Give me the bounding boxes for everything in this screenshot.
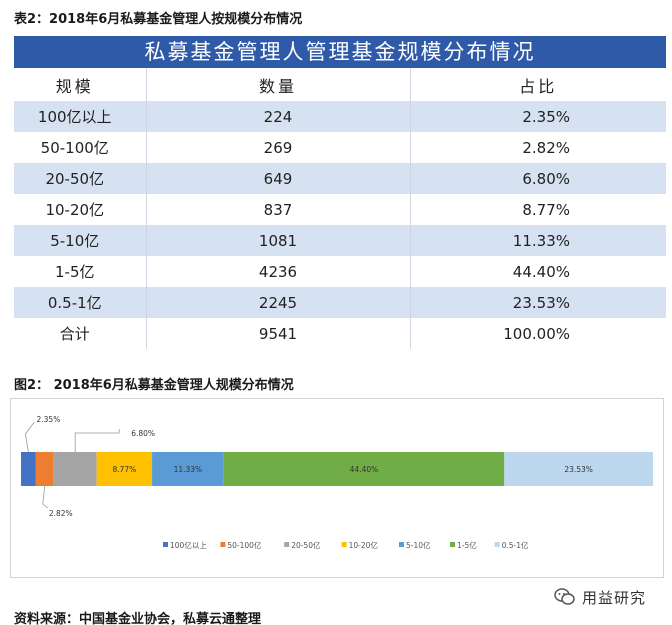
brand-name: 用益研究 — [582, 588, 647, 607]
data-label: 2.35% — [37, 415, 61, 424]
table-row: 10-20亿 837 8.77% — [14, 194, 666, 225]
table-caption: 表2：2018年6月私募基金管理人按规模分布情况 — [14, 12, 303, 27]
brand-watermark: 用益研究 — [554, 585, 666, 609]
source-note: 资料来源：中国基金业协会，私募云通整理 — [14, 612, 262, 625]
cell-share: 2.35% — [522, 107, 570, 126]
cell-scale: 1-5亿 — [55, 263, 95, 281]
data-label: 23.53% — [564, 465, 593, 474]
bar-segment — [53, 452, 97, 486]
legend-label: 1-5亿 — [457, 540, 477, 550]
cell-count: 1081 — [145, 225, 411, 256]
table-total-row: 合计 9541 100.00% — [14, 318, 666, 349]
table-row: 5-10亿 1081 11.33% — [14, 225, 666, 256]
data-label: 2.82% — [49, 509, 73, 518]
cell-scale: 20-50亿 — [45, 170, 105, 188]
leader-line — [74, 429, 120, 452]
data-label: 44.40% — [350, 465, 379, 474]
cell-scale: 50-100亿 — [40, 139, 109, 157]
bar-segment — [21, 452, 36, 486]
bar-segment — [96, 452, 153, 486]
header-count: 数量 — [145, 68, 411, 101]
cell-count: 9541 — [145, 318, 411, 349]
legend-label: 10-20亿 — [349, 540, 379, 550]
cell-count: 4236 — [145, 256, 411, 287]
cell-share: 2.82% — [522, 138, 570, 157]
cell-count: 649 — [145, 163, 411, 194]
legend-swatch — [494, 542, 500, 547]
cell-count: 837 — [145, 194, 411, 225]
bar-segment — [223, 452, 505, 486]
cell-count: 269 — [145, 132, 411, 163]
cell-share: 11.33% — [512, 231, 570, 250]
table-title: 私募基金管理人管理基金规模分布情况 — [14, 36, 666, 68]
data-label: 8.77% — [112, 465, 136, 474]
cell-count: 2245 — [145, 287, 411, 318]
legend-swatch — [341, 542, 347, 547]
legend-label: 20-50亿 — [291, 540, 321, 550]
cell-scale: 5-10亿 — [50, 232, 100, 250]
bar-segment — [152, 452, 224, 486]
legend-swatch — [399, 542, 404, 547]
cell-share: 23.53% — [512, 293, 570, 312]
cell-scale: 0.5-1亿 — [47, 294, 102, 312]
legend-label: 5-10亿 — [406, 540, 431, 550]
cell-share: 100.00% — [503, 324, 570, 343]
legend-swatch — [220, 542, 226, 547]
bar-segment — [35, 452, 54, 486]
wechat-icon — [554, 587, 576, 607]
legend-label: 100亿以上 — [170, 540, 207, 550]
chart-caption: 图2： 2018年6月私募基金管理人规模分布情况 — [14, 378, 294, 393]
cell-share: 6.80% — [522, 169, 570, 188]
legend-label: 50-100亿 — [227, 540, 262, 550]
leader-line — [42, 485, 49, 509]
header-share: 占比 — [519, 76, 558, 96]
table-row: 1-5亿 4236 44.40% — [14, 256, 666, 287]
table-row: 20-50亿 649 6.80% — [14, 163, 666, 194]
bar-segment — [504, 452, 653, 486]
cell-scale: 100亿以上 — [37, 108, 112, 126]
cell-scale: 10-20亿 — [45, 201, 105, 219]
header-scale: 规模 — [55, 76, 94, 96]
data-label: 6.80% — [131, 429, 155, 438]
data-label: 11.33% — [174, 465, 203, 474]
table-header-row: 规模 数量 占比 — [14, 68, 666, 101]
chart-canvas: 8.77% 11.33% 44.40% 23.53% 2.35% 2.82% 6.80% 10… — [21, 415, 653, 550]
cell-count: 224 — [145, 101, 411, 132]
leader-line — [25, 421, 35, 453]
legend-swatch — [450, 542, 455, 547]
legend-label: 0.5-1亿 — [502, 540, 529, 550]
table-row: 50-100亿 269 2.82% — [14, 132, 666, 163]
table-row: 100亿以上 224 2.35% — [14, 101, 666, 132]
scale-table: 私募基金管理人管理基金规模分布情况 规模 数量 占比 100亿以上 224 2.… — [14, 36, 666, 349]
stacked-bar-chart: 8.77% 11.33% 44.40% 23.53% 2.35% 2.82% 6.80% 10… — [10, 398, 664, 578]
cell-share: 8.77% — [522, 200, 570, 219]
cell-share: 44.40% — [512, 262, 570, 281]
table-row: 0.5-1亿 2245 23.53% — [14, 287, 666, 318]
legend-swatch — [163, 542, 168, 547]
cell-scale: 合计 — [59, 325, 90, 343]
legend-swatch — [284, 542, 290, 547]
